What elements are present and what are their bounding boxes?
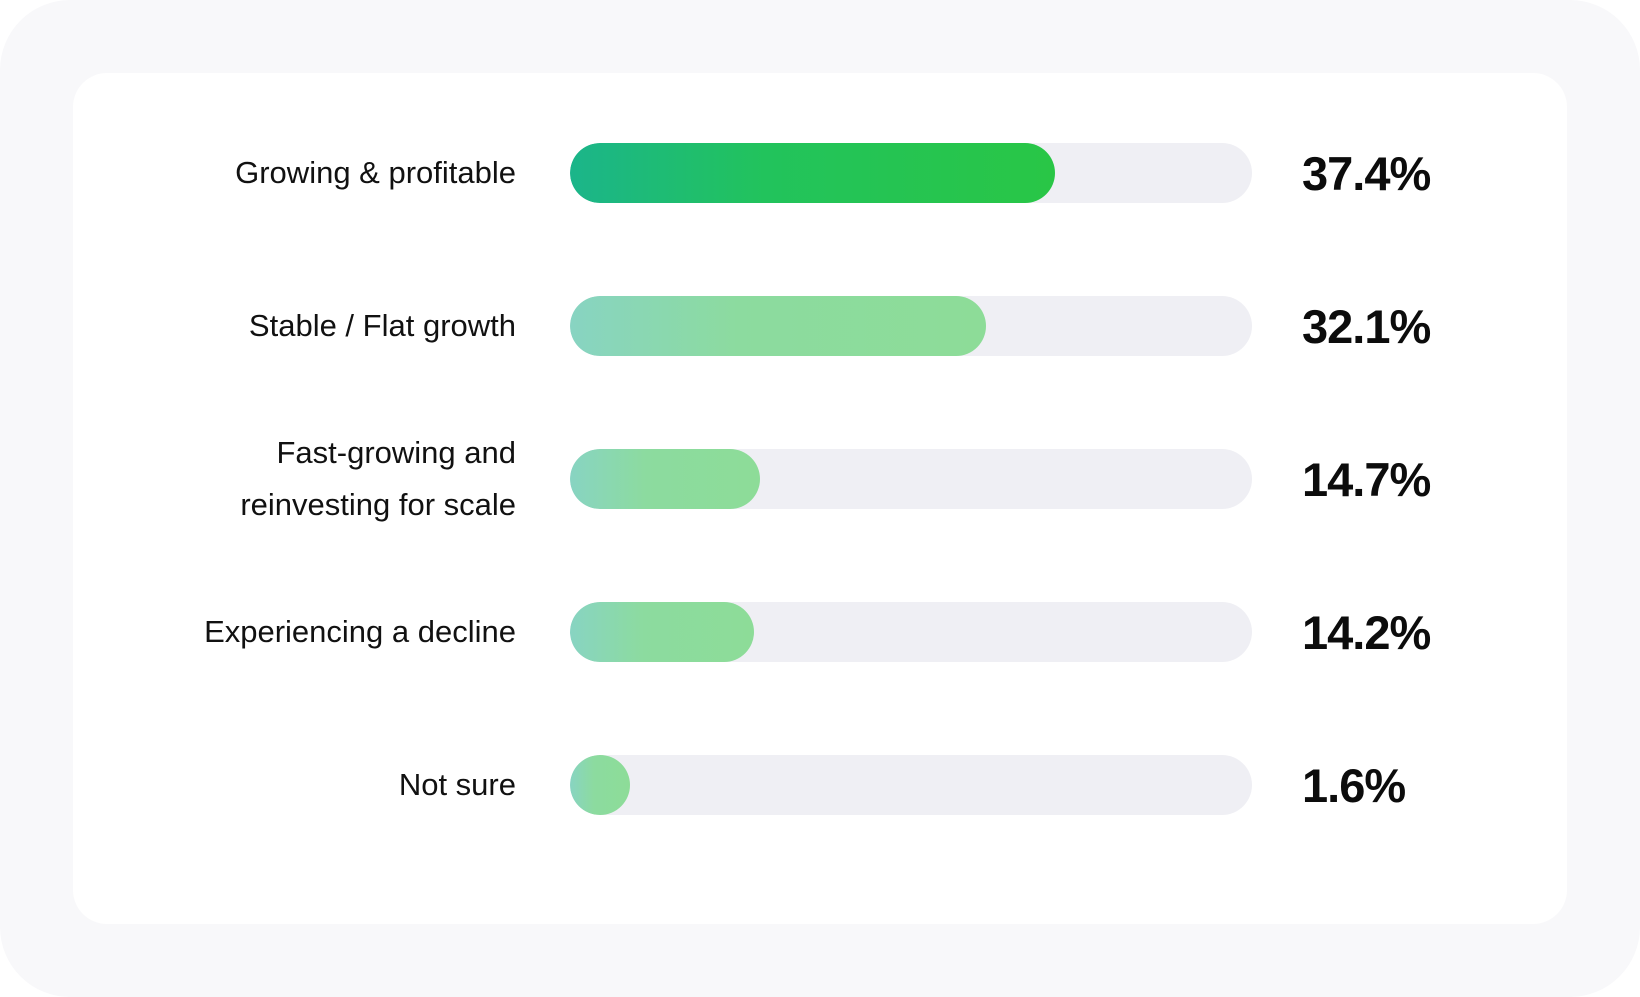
bar-fill — [570, 449, 761, 509]
value-label: 1.6% — [1302, 758, 1406, 812]
bar-row: Growing & profitable 37.4% — [0, 143, 1640, 203]
category-label: Not sure — [398, 767, 516, 802]
value-label: 32.1% — [1302, 299, 1431, 353]
bar-track — [570, 755, 1252, 815]
bar-track — [570, 449, 1252, 509]
value-label: 14.2% — [1302, 605, 1431, 659]
bar-row: Stable / Flat growth 32.1% — [0, 296, 1640, 356]
value-label: 14.7% — [1302, 452, 1431, 506]
value-label: 37.4% — [1302, 146, 1431, 200]
category-label: Growing & profitable — [235, 155, 516, 190]
bar-track — [570, 602, 1252, 662]
bar-fill — [570, 143, 1055, 203]
bar-row: Not sure 1.6% — [0, 755, 1640, 815]
bar-track — [570, 296, 1252, 356]
bar-track — [570, 143, 1252, 203]
bar-row: Fast-growing and reinvesting for scale 14… — [0, 435, 1640, 522]
category-label: Stable / Flat growth — [248, 308, 516, 343]
category-label: Fast-growing and reinvesting for scale — [240, 435, 516, 522]
bar-fill — [570, 602, 754, 662]
bar-row: Experiencing a decline 14.2% — [0, 602, 1640, 662]
bar-fill — [570, 755, 630, 815]
category-label: Experiencing a decline — [204, 614, 516, 649]
bar-fill — [570, 296, 986, 356]
